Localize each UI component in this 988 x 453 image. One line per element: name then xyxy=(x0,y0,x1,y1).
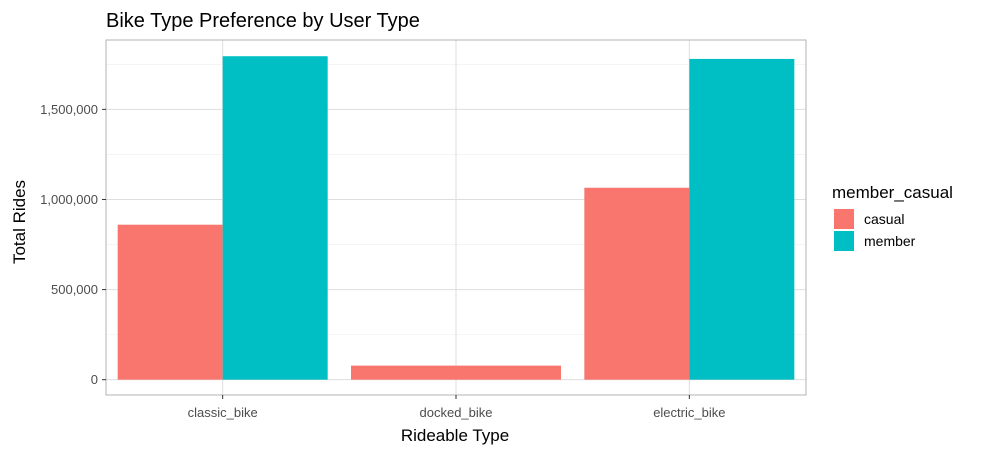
y-axis: 0 500,000 1,000,000 1,500,000 xyxy=(40,102,106,387)
bar-member-classic_bike xyxy=(222,56,328,380)
bar-casual-classic_bike xyxy=(117,224,223,380)
legend-swatch-member xyxy=(834,231,854,251)
chart-title: Bike Type Preference by User Type xyxy=(106,10,420,32)
x-axis: classic_bike docked_bike electric_bike xyxy=(188,395,725,420)
legend-title: member_casual xyxy=(832,183,953,202)
y-tick-label: 0 xyxy=(91,372,98,387)
y-tick-label: 1,500,000 xyxy=(40,102,98,117)
y-tick-label: 1,000,000 xyxy=(40,192,98,207)
legend: member_casual casual member xyxy=(832,183,953,251)
bar-casual-electric_bike xyxy=(584,187,690,380)
y-tick-label: 500,000 xyxy=(51,282,98,297)
x-tick-label: electric_bike xyxy=(653,405,725,420)
x-tick-label: classic_bike xyxy=(188,405,258,420)
x-axis-title: Rideable Type xyxy=(401,426,509,445)
bar-member-electric_bike xyxy=(689,58,795,380)
legend-label-member: member xyxy=(864,233,916,249)
bars xyxy=(117,56,795,380)
x-tick-label: docked_bike xyxy=(420,405,493,420)
y-axis-title: Total Rides xyxy=(10,180,29,264)
bar-casual-docked_bike xyxy=(351,365,561,380)
legend-swatch-casual xyxy=(834,209,854,229)
legend-label-casual: casual xyxy=(864,211,904,227)
